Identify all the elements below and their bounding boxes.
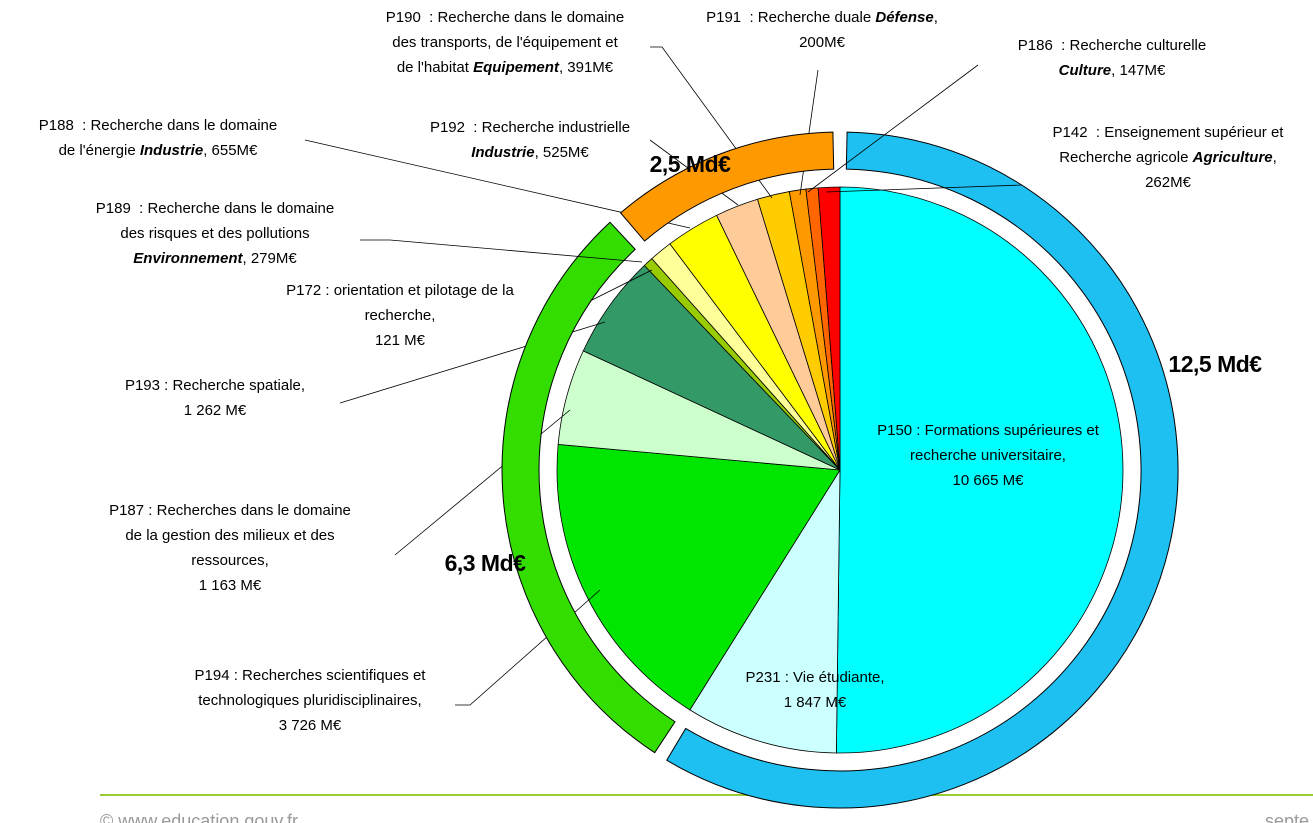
group-ring — [501, 221, 676, 754]
label-text: Industrie — [140, 142, 203, 159]
slice-label: P186 : Recherche culturelle Culture, 147M… — [1018, 37, 1206, 79]
label-text: Equipement — [473, 59, 560, 76]
label-text: P189 : Recherche dans le domaine — [96, 200, 334, 217]
footer-right: septe — [1265, 811, 1309, 823]
slice-label: P172 : orientation et pilotage de la rech… — [286, 282, 514, 349]
slice-label: P190 : Recherche dans le domaine des tran… — [386, 9, 624, 76]
pie-slice — [689, 468, 841, 754]
pie-slice — [817, 186, 841, 471]
slice-label: P188 : Recherche dans le domaine de l'éne… — [39, 117, 277, 159]
group-ring — [619, 131, 835, 242]
slice-label: P193 : Recherche spatiale, 1 262 M€ — [125, 377, 305, 419]
label-text: des transports, de l'équipement et — [392, 34, 618, 51]
label-text: P142 : Enseignement supérieur et — [1053, 124, 1285, 141]
group-ring — [666, 131, 1179, 809]
label-text: P194 : Recherches scientifiques et — [195, 667, 427, 684]
value-label: 200M€ — [799, 34, 846, 51]
leader-line — [825, 184, 1023, 193]
slice-label: P192 : Recherche industrielle Industrie, … — [430, 119, 630, 161]
label-text: , — [535, 144, 543, 161]
label-text: P150 : Formations supérieures et — [877, 422, 1100, 439]
value-label: 147M€ — [1119, 62, 1166, 79]
slice-label: P194 : Recherches scientifiques et techno… — [195, 667, 427, 734]
group-label: 6,3 Md€ — [445, 550, 527, 576]
value-label: 655M€ — [212, 142, 259, 159]
label-text: de l'énergie — [59, 142, 140, 159]
slice-label: P150 : Formations supérieures et recherch… — [877, 422, 1100, 489]
label-text: recherche universitaire, — [910, 447, 1066, 464]
value-label: 262M€ — [1145, 174, 1192, 191]
label-text: P186 : Recherche culturelle — [1018, 37, 1206, 54]
label-text: de la gestion des milieux et des — [125, 527, 334, 544]
label-text: , — [934, 9, 938, 26]
label-text: Recherche agricole — [1059, 149, 1192, 166]
label-text: P193 : Recherche spatiale, — [125, 377, 305, 394]
label-text: des risques et des pollutions — [120, 225, 309, 242]
label-text: , — [559, 59, 567, 76]
value-label: 391M€ — [567, 59, 614, 76]
label-text: , — [203, 142, 211, 159]
label-text: , — [1273, 149, 1277, 166]
label-text: technologiques pluridisciplinaires, — [198, 692, 421, 709]
label-text: , — [1111, 62, 1119, 79]
slice-label: P142 : Enseignement supérieur et Recherch… — [1053, 124, 1285, 191]
leader-line — [799, 69, 819, 196]
leader-line — [650, 46, 773, 199]
leader-line — [360, 239, 643, 263]
label-text: P190 : Recherche dans le domaine — [386, 9, 624, 26]
label-text: Industrie — [471, 144, 534, 161]
label-text: P231 : Vie étudiante, — [746, 669, 885, 686]
label-text: , — [242, 250, 250, 267]
label-text: recherche, — [365, 307, 436, 324]
value-label: 1 847 M€ — [784, 694, 847, 711]
group-label: 12,5 Md€ — [1168, 351, 1262, 377]
value-label: 121 M€ — [375, 332, 426, 349]
label-text: Défense — [875, 9, 933, 26]
label-text: P187 : Recherches dans le domaine — [109, 502, 351, 519]
footer-left: © www.education.gouv.fr — [100, 811, 298, 823]
label-text: P191 : Recherche duale — [706, 9, 875, 26]
label-text: P188 : Recherche dans le domaine — [39, 117, 277, 134]
label-text: P192 : Recherche industrielle — [430, 119, 630, 136]
slice-label: P231 : Vie étudiante, 1 847 M€ — [746, 669, 885, 711]
label-text: P172 : orientation et pilotage de la — [286, 282, 514, 299]
leader-line — [807, 64, 979, 193]
pie-slice — [835, 186, 1124, 754]
label-text: Culture — [1059, 62, 1112, 79]
label-text: Agriculture — [1192, 149, 1273, 166]
slice-label: P187 : Recherches dans le domaine de la g… — [109, 502, 351, 594]
label-text: de l'habitat — [397, 59, 473, 76]
slice-label: P189 : Recherche dans le domaine des risq… — [96, 200, 334, 267]
value-label: 1 262 M€ — [184, 402, 247, 419]
pie-slice — [556, 444, 841, 711]
value-label: 3 726 M€ — [279, 717, 342, 734]
group-label: 2,5 Md€ — [650, 151, 732, 177]
value-label: 10 665 M€ — [953, 472, 1025, 489]
pie — [556, 186, 1124, 754]
value-label: 525M€ — [543, 144, 590, 161]
value-label: 1 163 M€ — [199, 577, 262, 594]
label-text: ressources, — [191, 552, 269, 569]
slice-label: P191 : Recherche duale Défense, 200M€ — [706, 9, 938, 51]
label-text: Environnement — [133, 250, 243, 267]
value-label: 279M€ — [251, 250, 298, 267]
